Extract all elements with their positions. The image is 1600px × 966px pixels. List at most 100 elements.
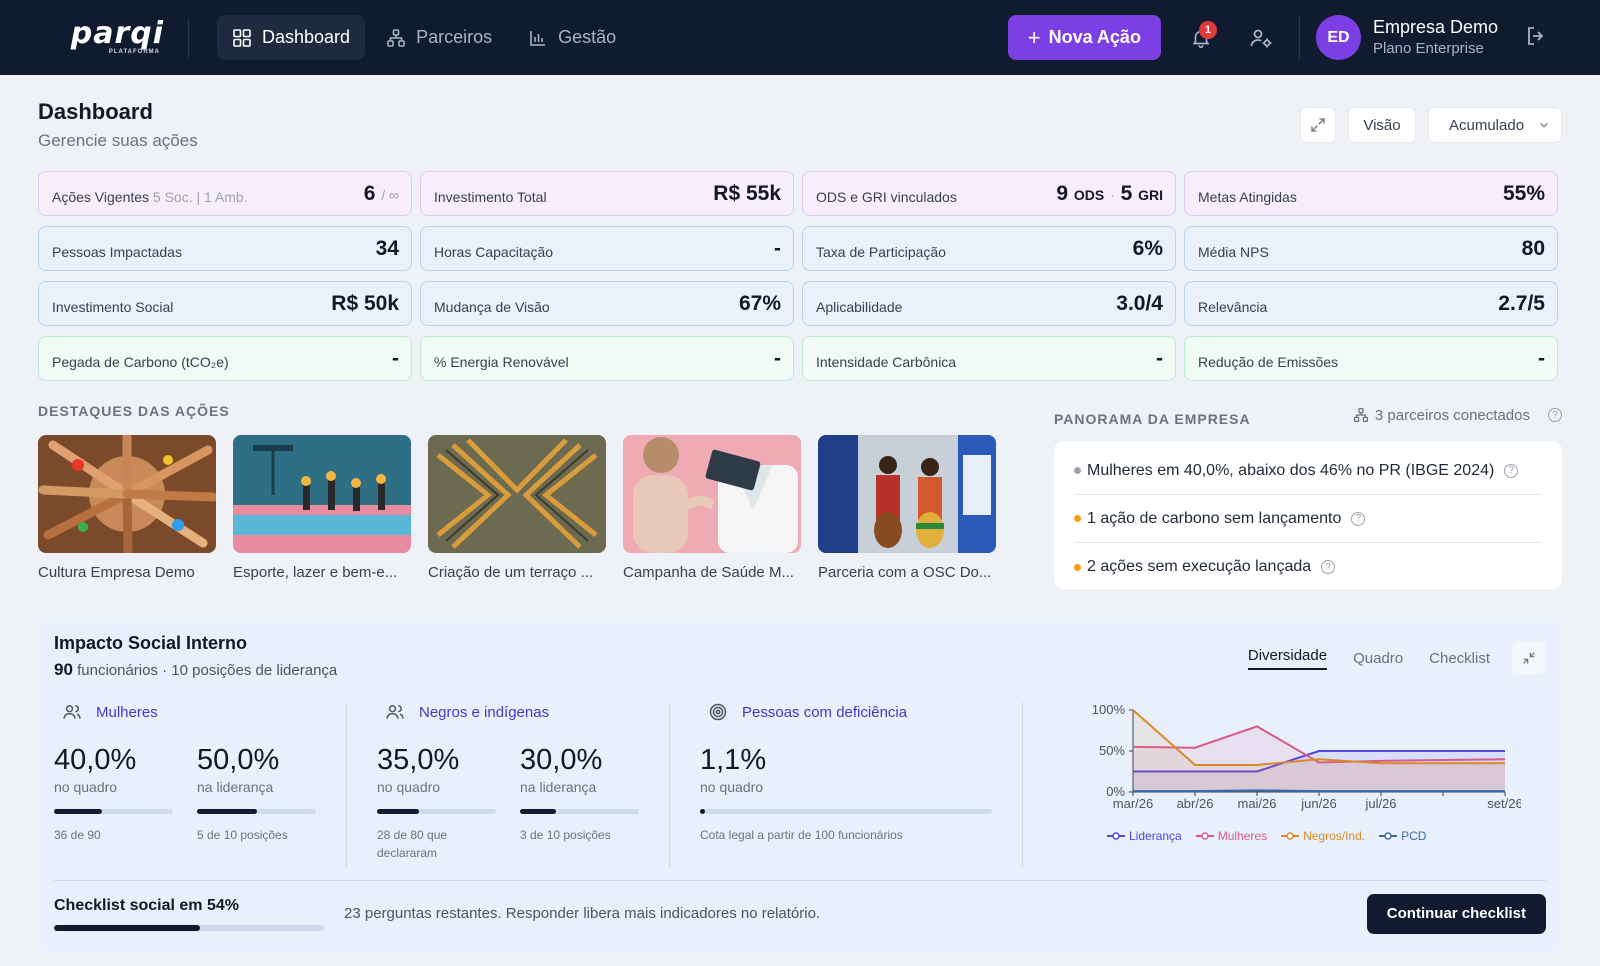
period-select[interactable]: Acumulado — [1428, 107, 1562, 143]
page-subtitle: Gerencie suas ações — [38, 131, 198, 150]
kpi-value: R$ 50k — [331, 291, 399, 315]
collapse-button[interactable] — [1512, 641, 1546, 675]
kpi-investimento-social[interactable]: Investimento Social R$ 50k — [38, 281, 412, 326]
status-dot — [1074, 515, 1081, 522]
notifications-button[interactable]: 1 — [1181, 18, 1221, 58]
metric-group-pcd: Pessoas com deficiência 1,1% no quadro C… — [670, 702, 1023, 868]
help-icon[interactable]: ? — [1351, 511, 1366, 526]
kpi-label: Pegada de Carbono (tCO₂e) — [52, 353, 229, 370]
kpi-value: 6 / ∞ — [364, 182, 399, 206]
expand-button[interactable] — [1300, 107, 1336, 143]
new-action-button[interactable]: + Nova Ação — [1007, 15, 1161, 60]
highlight-image — [818, 435, 996, 553]
kpi-investimento-total[interactable]: Investimento Total R$ 55k — [420, 171, 794, 216]
series-area — [1133, 710, 1505, 792]
metric-value: 1,1% — [700, 744, 767, 776]
help-icon[interactable]: ? — [1548, 408, 1562, 422]
impact-tabs: Diversidade Quadro Checklist — [1247, 641, 1546, 675]
kpi-taxa-participacao[interactable]: Taxa de Participação 6% — [802, 226, 1176, 271]
kpi-intensidade-carbonica[interactable]: Intensidade Carbônica - — [802, 336, 1176, 381]
x-tick-label: jul/26 — [1364, 796, 1396, 811]
panorama-section: PANORAMA DA EMPRESA 3 parceiros conectad… — [1054, 403, 1562, 599]
kpi-energia-renovavel[interactable]: % Energia Renovável - — [420, 336, 794, 381]
logout-button[interactable] — [1524, 24, 1548, 51]
kpi-label: Investimento Social — [52, 298, 174, 315]
legend-marker-icon — [1195, 832, 1214, 840]
highlight-card[interactable]: Esporte, lazer e bem-e... — [233, 435, 411, 581]
nav-gestao[interactable]: Gestão — [513, 15, 631, 60]
avatar[interactable]: ED — [1315, 15, 1361, 60]
highlight-card[interactable]: Campanha de Saúde M... — [623, 435, 801, 581]
highlight-card[interactable]: Criação de um terraço ... — [428, 435, 606, 581]
panorama-item-text: 2 ações sem execução lançada — [1087, 558, 1312, 575]
kpi-metas-atingidas[interactable]: Metas Atingidas 55% — [1184, 171, 1558, 216]
tab-diversidade[interactable]: Diversidade — [1247, 647, 1328, 670]
tab-quadro[interactable]: Quadro — [1353, 649, 1404, 667]
kpi-label: Investimento Total — [434, 188, 547, 205]
legend-item[interactable]: Liderança — [1107, 829, 1182, 843]
metric-label: no quadro — [700, 779, 764, 795]
user-settings-button[interactable] — [1241, 18, 1281, 58]
kpi-pegada-carbono[interactable]: Pegada de Carbono (tCO₂e) - — [38, 336, 412, 381]
impact-title: Impacto Social Interno — [54, 633, 248, 653]
legend-item[interactable]: Mulheres — [1195, 829, 1267, 843]
legend-marker-icon — [1281, 832, 1300, 840]
metric-value: 40,0% — [54, 744, 137, 776]
kpi-value: 9 ODS · 5 GRI — [1056, 181, 1163, 205]
highlight-caption: Esporte, lazer e bem-e... — [233, 564, 398, 581]
kpi-aplicabilidade[interactable]: Aplicabilidade 3.0/4 — [802, 281, 1176, 326]
network-icon — [1353, 407, 1368, 423]
kpi-value: - — [1538, 346, 1545, 370]
kpi-acoes-vigentes[interactable]: Ações Vigentes 5 Soc. | 1 Amb. 6 / ∞ — [38, 171, 412, 216]
kpi-pessoas-impactadas[interactable]: Pessoas Impactadas 34 — [38, 226, 412, 271]
panorama-item-text: Mulheres em 40,0%, abaixo dos 46% no PR … — [1087, 461, 1495, 479]
kpi-label-extra: 5 Soc. | 1 Amb. — [152, 188, 248, 205]
kpi-grid: Ações Vigentes 5 Soc. | 1 Amb. 6 / ∞ Inv… — [38, 171, 1562, 381]
highlight-card[interactable]: Cultura Empresa Demo — [38, 435, 216, 581]
continue-checklist-button[interactable]: Continuar checklist — [1366, 893, 1546, 934]
nav-parceiros[interactable]: Parceiros — [371, 15, 507, 60]
help-icon[interactable]: ? — [1504, 463, 1519, 478]
bar-chart-icon — [530, 30, 546, 46]
progress-bar — [520, 809, 639, 814]
period-select-value: Acumulado — [1449, 116, 1525, 134]
kpi-ods-value: 9 — [1056, 181, 1069, 205]
employee-count: 90 — [54, 660, 73, 679]
users-icon — [386, 705, 404, 719]
kpi-value: - — [1156, 346, 1163, 370]
legend-item[interactable]: PCD — [1379, 829, 1426, 843]
kpi-reducao-emissoes[interactable]: Redução de Emissões - — [1184, 336, 1558, 381]
kpi-mudanca-visao[interactable]: Mudança de Visão 67% — [420, 281, 794, 326]
highlight-image — [623, 435, 801, 553]
kpi-media-nps[interactable]: Média NPS 80 — [1184, 226, 1558, 271]
kpi-label: Horas Capacitação — [434, 243, 554, 260]
logo[interactable]: parqi PLATAFORMA — [54, 19, 164, 56]
connected-partners[interactable]: 3 parceiros conectados ? — [1353, 407, 1562, 424]
line-chart: 100% 50% 0%mar/26 abr/26 mai/26 jun/26 jul/26 s… — [1092, 702, 1523, 811]
nav-dashboard[interactable]: Dashboard — [217, 15, 366, 60]
metric: 35,0% no quadro 28 de 80 que declararam — [377, 744, 496, 862]
kpi-gri-value: 5 — [1120, 181, 1133, 205]
checklist-progress-fill — [54, 924, 200, 931]
kpi-horas-capacitacao[interactable]: Horas Capacitação - — [420, 226, 794, 271]
metric-group-negros-indigenas: Negros e indígenas 35,0% no quadro 28 de… — [347, 702, 670, 868]
metric-group-mulheres: Mulheres 40,0% no quadro 36 de 90 50,0% … — [54, 702, 347, 868]
progress-fill — [700, 809, 705, 814]
tab-checklist[interactable]: Checklist — [1429, 649, 1490, 667]
highlight-card[interactable]: Parceria com a OSC Do... — [818, 435, 996, 581]
highlight-caption: Campanha de Saúde M... — [623, 564, 794, 581]
help-icon[interactable]: ? — [1321, 560, 1336, 574]
kpi-ods-gri[interactable]: ODS e GRI vinculados 9 ODS · 5 GRI — [802, 171, 1176, 216]
kpi-value-main: 6 — [363, 181, 376, 205]
legend-item[interactable]: Negros/Ind. — [1281, 829, 1365, 843]
user-info[interactable]: Empresa Demo Plano Enterprise — [1373, 17, 1498, 59]
vision-button[interactable]: Visão — [1348, 107, 1416, 143]
legend-label: PCD — [1401, 829, 1427, 843]
kpi-value: - — [774, 346, 781, 370]
grid-icon — [233, 28, 251, 47]
panorama-item: 2 ações sem execução lançada ? — [1074, 543, 1542, 591]
kpi-relevancia[interactable]: Relevância 2.7/5 — [1184, 281, 1558, 326]
panorama-item: Mulheres em 40,0%, abaixo dos 46% no PR … — [1074, 447, 1542, 495]
metric-note: 28 de 80 que declararam — [377, 828, 448, 860]
metric-group-title: Mulheres — [96, 703, 158, 721]
